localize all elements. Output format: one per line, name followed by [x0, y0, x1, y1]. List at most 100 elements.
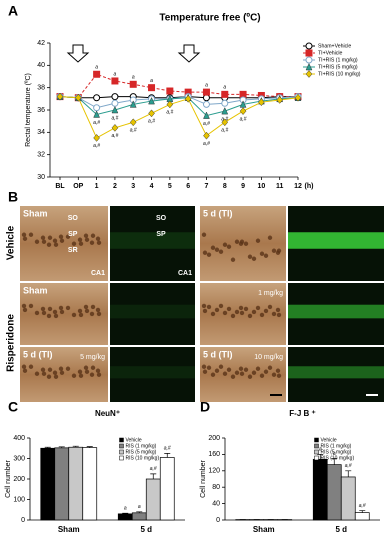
neuron: [83, 233, 89, 238]
neuron: [78, 312, 84, 318]
neuron: [53, 313, 59, 319]
neuron: [276, 373, 282, 378]
neuron: [58, 366, 64, 371]
point: [221, 90, 229, 98]
neuron: [65, 366, 71, 371]
neuron: [230, 257, 236, 262]
neuron: [243, 241, 249, 246]
point: [111, 93, 119, 101]
point: [129, 118, 137, 127]
x-tick-label: 2: [113, 183, 117, 190]
bar: [326, 464, 342, 521]
neuron: [255, 238, 261, 243]
bar: [54, 447, 70, 521]
y-tick-label: 200: [208, 435, 220, 442]
neuron: [263, 308, 269, 314]
y-tick-label: 32: [37, 152, 45, 159]
fluorescence: [288, 304, 384, 319]
neuron: [276, 312, 282, 318]
x-tick-label: BL: [55, 183, 65, 190]
panel-label: D: [200, 399, 210, 415]
point: [221, 118, 229, 127]
error-bar: [331, 458, 338, 465]
annotation: a,#: [240, 116, 247, 122]
annotation: a,#: [203, 121, 210, 127]
neuron: [52, 370, 58, 375]
neuron: [267, 365, 273, 370]
legend-marker: [305, 49, 313, 57]
neuron: [226, 244, 232, 249]
y-axis-title: Cell number: [5, 459, 12, 497]
bar: [40, 447, 56, 521]
scale-bar: [270, 394, 282, 396]
neuron: [251, 256, 257, 261]
bar: [159, 457, 175, 521]
neuron: [234, 370, 240, 375]
point: [148, 84, 156, 92]
neuron: [210, 372, 216, 377]
annotation: a: [319, 447, 322, 453]
error-bar: [164, 453, 171, 458]
image-label: 5 d (TI): [23, 349, 53, 359]
annotation: a,#: [359, 503, 366, 509]
legend-marker: [305, 62, 313, 71]
image-label: Sham: [23, 208, 48, 218]
point: [111, 99, 119, 107]
annotation: a,#: [164, 446, 171, 452]
y-tick-label: 0: [216, 517, 220, 524]
neuron: [22, 307, 28, 313]
legend-marker: [305, 56, 313, 64]
x-tick-label: 7: [205, 183, 209, 190]
fluorescence: [288, 232, 384, 249]
neuron: [95, 236, 101, 241]
y-tick-label: 40: [212, 500, 220, 507]
neuron: [21, 364, 27, 369]
image-dose: 10 mg/kg: [254, 354, 283, 361]
neuron: [96, 372, 102, 377]
neuron: [238, 366, 244, 371]
neuron: [206, 252, 212, 257]
neuron: [222, 242, 228, 247]
point: [56, 92, 64, 101]
legend-label: Vehicle: [321, 437, 337, 443]
neuron: [58, 305, 64, 311]
neuron: [234, 309, 240, 315]
arrow: [66, 44, 90, 63]
layer-label: SP: [68, 231, 78, 238]
panel-label: C: [8, 399, 18, 415]
point: [221, 107, 229, 115]
point: [129, 80, 137, 88]
neuron: [247, 374, 253, 379]
neuron: [58, 234, 64, 239]
line: [59, 96, 299, 139]
neuron: [214, 307, 220, 313]
bar: [354, 512, 370, 521]
annotation: a,#: [221, 128, 228, 134]
neuron: [78, 373, 84, 378]
point: [93, 70, 101, 78]
legend-label: RIS (5 mg/kg): [126, 449, 157, 455]
point: [184, 94, 192, 103]
error-bar: [359, 510, 366, 513]
neuron: [247, 254, 253, 259]
point: [148, 109, 155, 118]
y-tick-label: 80: [212, 484, 220, 491]
annotation: a,#: [345, 463, 352, 469]
neuron: [71, 241, 77, 246]
legend-swatch: [119, 455, 124, 461]
neuron: [40, 367, 46, 372]
neuron: [77, 308, 83, 314]
neuron: [40, 235, 46, 240]
y-tick-label: 400: [13, 435, 25, 442]
layer-label: CA1: [178, 270, 192, 277]
y-axis-title: Rectal temperature (ºC): [25, 73, 32, 147]
y-tick-label: 38: [37, 85, 45, 92]
x-tick-label: 6: [186, 183, 190, 190]
legend-swatch: [314, 449, 319, 455]
x-tick-label: Sham: [253, 525, 275, 534]
neuron: [226, 367, 232, 372]
neuron: [95, 368, 101, 373]
neuron: [210, 311, 216, 317]
bar: [145, 478, 161, 521]
neuron: [222, 371, 228, 376]
